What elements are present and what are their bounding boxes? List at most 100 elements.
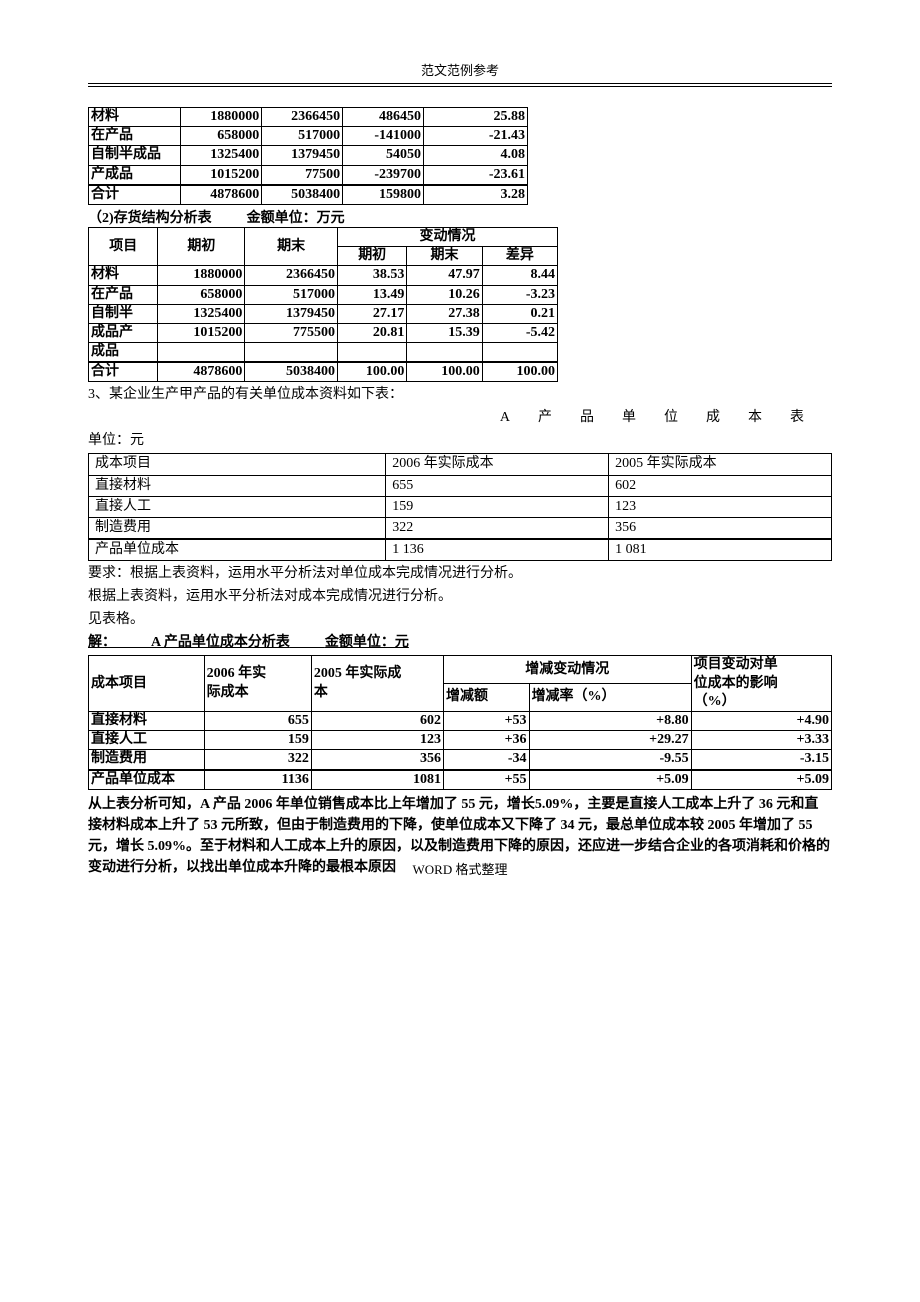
- cell-name: 自制半: [89, 304, 158, 323]
- section2-title: （2)存货结构分析表: [88, 211, 212, 226]
- cell-2006: 159: [204, 731, 311, 750]
- table-row: 产品单位成本11361081+55+5.09+5.09: [89, 770, 832, 790]
- cell-name: 产品单位成本: [89, 539, 386, 561]
- cell-begin: 1880000: [158, 266, 245, 285]
- cell-v4: 3.28: [423, 185, 527, 205]
- cell-amt: +36: [443, 731, 529, 750]
- cell-diff: 100.00: [482, 362, 557, 382]
- cell-pb: 13.49: [337, 285, 406, 304]
- cell-2005: 1081: [311, 770, 443, 790]
- q3-unit: 单位：元: [88, 430, 832, 451]
- page-footer: WORD 格式整理: [0, 859, 920, 878]
- solution-unit: 金额单位：元: [325, 635, 409, 650]
- section2-title-row: （2)存货结构分析表 金额单位：万元: [88, 207, 832, 227]
- cell-v2: 2366450: [262, 108, 343, 127]
- cell-2005: 123: [609, 496, 832, 517]
- table-row: 成品: [89, 343, 558, 363]
- cell-pb: 27.17: [337, 304, 406, 323]
- cell-rate: +8.80: [529, 711, 691, 730]
- cell-v3: 486450: [343, 108, 424, 127]
- cell-v4: 4.08: [423, 146, 527, 165]
- cell-diff: [482, 343, 557, 363]
- cell-imp: +5.09: [691, 770, 831, 790]
- solution-label: 解：: [88, 635, 116, 650]
- cell-name: 直接人工: [89, 496, 386, 517]
- cell-name: 成品产: [89, 323, 158, 342]
- t4-h-change: 增减变动情况: [443, 656, 691, 684]
- table-row: 材料1880000236645048645025.88: [89, 108, 528, 127]
- cell-2006: 655: [386, 475, 609, 496]
- cell-begin: 1015200: [158, 323, 245, 342]
- cell-end: 1379450: [245, 304, 338, 323]
- cell-v3: -239700: [343, 165, 424, 185]
- cell-name: 合计: [89, 362, 158, 382]
- table-row: 直接材料655602: [89, 475, 832, 496]
- cell-name: 合计: [89, 185, 181, 205]
- table-row: 直接人工159123: [89, 496, 832, 517]
- table-row: 制造费用322356-34-9.55-3.15: [89, 750, 832, 770]
- q3-title: A产品单位成本表: [88, 407, 832, 428]
- cell-name: 在产品: [89, 127, 181, 146]
- cell-begin: 658000: [158, 285, 245, 304]
- table-row: 自制半成品13254001379450540504.08: [89, 146, 528, 165]
- q3-req3: 见表格。: [88, 609, 832, 630]
- cell-pe: [407, 343, 482, 363]
- cell-pb: 20.81: [337, 323, 406, 342]
- table-row: 直接材料655602+53+8.80+4.90: [89, 711, 832, 730]
- cell-v3: -141000: [343, 127, 424, 146]
- cell-2005: 356: [311, 750, 443, 770]
- cell-name: 材料: [89, 266, 158, 285]
- table-row: 成品产101520077550020.8115.39-5.42: [89, 323, 558, 342]
- t2-h-sub-end: 期末: [407, 247, 482, 266]
- table-row: 在产品65800051700013.4910.26-3.23: [89, 285, 558, 304]
- inventory-table-1: 材料1880000236645048645025.88在产品6580005170…: [88, 107, 528, 205]
- cell-v2: 5038400: [262, 185, 343, 205]
- inventory-structure-table: 项目 期初 期末 变动情况 期初 期末 差异 材料188000023664503…: [88, 227, 558, 383]
- cell-v1: 4878600: [181, 185, 262, 205]
- cell-v2: 1379450: [262, 146, 343, 165]
- t3-h-2006: 2006 年实际成本: [386, 454, 609, 475]
- table-row: 合计487860050384001598003.28: [89, 185, 528, 205]
- t2-h-change: 变动情况: [337, 227, 557, 246]
- cell-v3: 54050: [343, 146, 424, 165]
- cell-2006: 1136: [204, 770, 311, 790]
- t2-h-item: 项目: [89, 227, 158, 265]
- cell-2005: 123: [311, 731, 443, 750]
- cell-name: 产成品: [89, 165, 181, 185]
- cell-imp: +3.33: [691, 731, 831, 750]
- cell-amt: +55: [443, 770, 529, 790]
- cell-amt: +53: [443, 711, 529, 730]
- cell-name: 在产品: [89, 285, 158, 304]
- q3-req1: 要求：根据上表资料，运用水平分析法对单位成本完成情况进行分析。: [88, 563, 832, 584]
- t4-h-2005: 2005 年实际成本: [311, 656, 443, 712]
- t3-h-2005: 2005 年实际成本: [609, 454, 832, 475]
- cell-v4: 25.88: [423, 108, 527, 127]
- cell-name: 直接材料: [89, 475, 386, 496]
- cell-imp: +4.90: [691, 711, 831, 730]
- cell-name: 直接人工: [89, 731, 205, 750]
- header-line-1: [88, 83, 832, 84]
- cell-end: 775500: [245, 323, 338, 342]
- table-row: 材料1880000236645038.5347.978.44: [89, 266, 558, 285]
- cell-name: 材料: [89, 108, 181, 127]
- table-row: 产品单位成本1 1361 081: [89, 539, 832, 561]
- cell-pb: [337, 343, 406, 363]
- cell-v4: -23.61: [423, 165, 527, 185]
- t4-h-impact: 项目变动对单位成本的影响（%）: [691, 656, 831, 712]
- unit-cost-table: 成本项目 2006 年实际成本 2005 年实际成本 直接材料655602直接人…: [88, 453, 832, 561]
- cell-end: 5038400: [245, 362, 338, 382]
- t4-h-item: 成本项目: [89, 656, 205, 712]
- cell-imp: -3.15: [691, 750, 831, 770]
- q3-req2: 根据上表资料，运用水平分析法对成本完成情况进行分析。: [88, 586, 832, 607]
- cell-end: 2366450: [245, 266, 338, 285]
- solution-title: A 产品单位成本分析表: [151, 635, 290, 650]
- t4-h-amount: 增减额: [443, 684, 529, 712]
- cell-2006: 322: [386, 518, 609, 540]
- cell-pe: 47.97: [407, 266, 482, 285]
- cell-name: 成品: [89, 343, 158, 363]
- page-header: 范文范例参考: [88, 60, 832, 79]
- table-row: 在产品658000517000-141000-21.43: [89, 127, 528, 146]
- cell-amt: -34: [443, 750, 529, 770]
- cell-v1: 1880000: [181, 108, 262, 127]
- section2-unit: 金额单位：万元: [247, 211, 345, 226]
